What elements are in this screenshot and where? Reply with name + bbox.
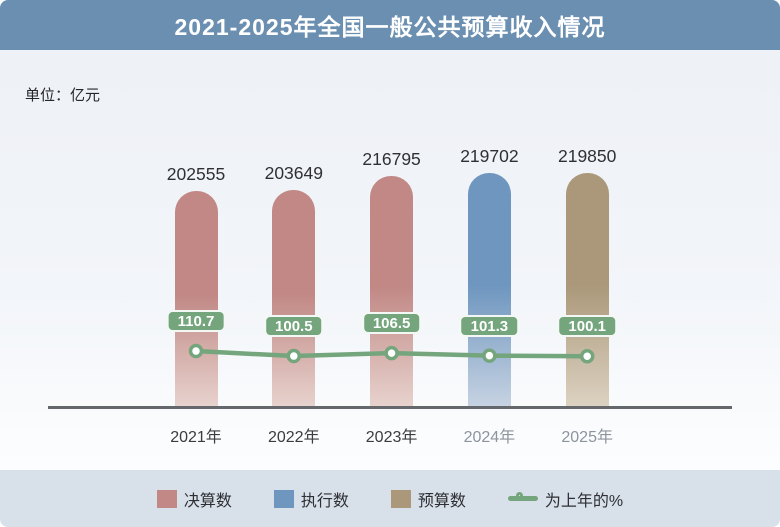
percent-badge-2021年: 110.7: [166, 310, 226, 333]
bar-value-label-2023年: 216795: [362, 149, 421, 170]
bar-value-label-2021年: 202555: [166, 164, 226, 185]
x-axis-label-2022年: 2022年: [267, 429, 320, 446]
percent-line-icon: [507, 491, 538, 507]
title-bar: 2021-2025年全国一般公共预算收入情况: [0, 0, 780, 50]
x-axis-label-2024年: 2024年: [463, 429, 516, 446]
bar-2023年: [370, 176, 414, 406]
bar-value-label-2024年: 219702: [460, 146, 519, 167]
legend-item-execution: 执行数: [273, 487, 349, 511]
bar-2025年: [565, 172, 609, 406]
percent-badge-2023年: 106.5: [361, 312, 422, 335]
legend-swatch-execution: [273, 489, 294, 508]
legend-label-percent-of-prev-year: 为上年的%: [544, 492, 624, 510]
legend-bar: 决算数 执行数 预算数 为上年的%: [0, 470, 780, 527]
legend-label-final-accounts: 决算数: [183, 492, 232, 510]
percent-badge-2022年: 100.5: [264, 315, 324, 338]
percent-line-icon-segment: [507, 496, 538, 501]
x-axis-line: [48, 406, 732, 409]
percent-badge-2025年: 100.1: [557, 315, 617, 338]
x-axis-label-2021年: 2021年: [170, 429, 222, 446]
x-axis-label-2025年: 2025年: [561, 429, 613, 446]
bar-value-label-2025年: 219850: [557, 145, 617, 166]
legend-item-final-accounts: 决算数: [156, 487, 232, 511]
percent-badge-2024年: 101.3: [459, 314, 520, 337]
unit-label: 单位：亿元: [25, 87, 101, 104]
page-title: 2021-2025年全国一般公共预算收入情况: [174, 14, 606, 40]
legend-item-percent-of-prev-year: 为上年的%: [507, 487, 624, 511]
legend-item-budget: 预算数: [390, 487, 466, 511]
legend-swatch-budget: [390, 489, 411, 508]
percent-line-icon-marker: [515, 491, 523, 499]
bar-2022年: [272, 190, 316, 406]
legend-label-budget: 预算数: [417, 492, 466, 510]
bar-2024年: [467, 173, 511, 406]
legend-label-execution: 执行数: [300, 492, 349, 510]
bar-value-label-2022年: 203649: [264, 163, 323, 184]
x-axis-label-2023年: 2023年: [365, 429, 418, 446]
bar-2021年: [174, 191, 218, 406]
legend-swatch-final-accounts: [156, 489, 177, 508]
